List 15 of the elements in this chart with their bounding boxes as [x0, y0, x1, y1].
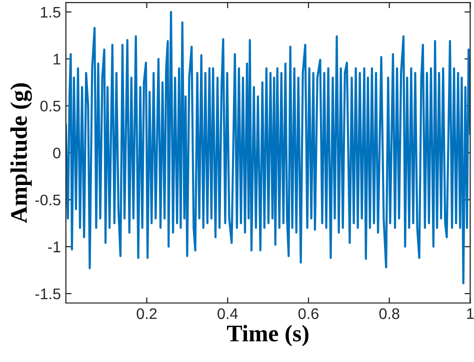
y-axis-title: Amplitude (g) — [10, 83, 32, 224]
x-tick-label: 0.2 — [136, 308, 157, 320]
x-tick-label: 1 — [467, 308, 474, 319]
line-series — [66, 10, 470, 284]
y-tick-label: 0 — [53, 148, 60, 158]
y-tick-label: 1.5 — [40, 6, 60, 18]
x-tick-label: 0.6 — [298, 308, 318, 320]
y-tick-label: -0.5 — [35, 194, 60, 206]
x-axis-title: Time (s) — [226, 324, 308, 346]
y-tick-label: 0.5 — [40, 100, 60, 112]
x-tick-label: 0.4 — [218, 308, 238, 320]
x-tick-label: 0.8 — [379, 308, 400, 320]
y-tick-label: -1 — [48, 242, 60, 252]
y-tick-label: 1 — [54, 54, 60, 64]
y-tick-label: -1.5 — [35, 288, 60, 300]
